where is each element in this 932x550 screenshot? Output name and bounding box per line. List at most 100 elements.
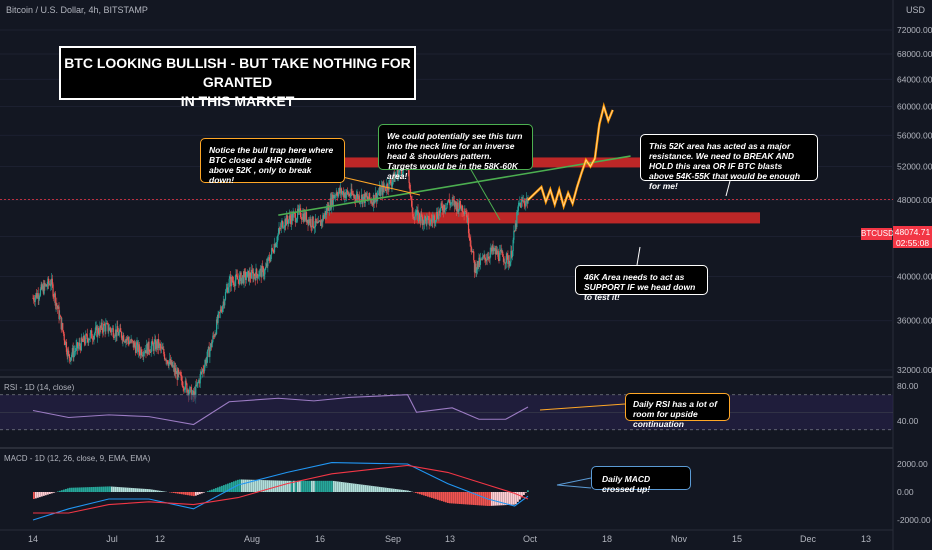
candle-body xyxy=(372,194,375,206)
candle-body xyxy=(306,219,308,223)
candle-body xyxy=(383,187,386,189)
note-support: 46K Area needs to act as SUPPORT IF we h… xyxy=(575,265,708,302)
candle-body xyxy=(339,188,341,194)
candle-body xyxy=(104,325,106,332)
candle-body xyxy=(464,211,467,213)
candle-body xyxy=(487,256,489,260)
candle-body xyxy=(511,250,513,258)
candle-body xyxy=(149,351,151,353)
candle-body xyxy=(377,194,379,196)
candle-body xyxy=(467,217,469,223)
candle-body xyxy=(411,200,413,208)
candle-body xyxy=(132,340,134,348)
macd-histogram-bar xyxy=(397,489,399,492)
macd-histogram-bar xyxy=(523,492,525,495)
macd-histogram-bar xyxy=(279,480,281,492)
candle-body xyxy=(285,215,288,226)
price-zones xyxy=(325,157,770,224)
candle-body xyxy=(250,277,252,279)
candle-body xyxy=(497,250,499,259)
macd-histogram-bar xyxy=(127,487,129,492)
candle-body xyxy=(401,169,403,174)
candle-body xyxy=(363,194,366,204)
macd-histogram-bar xyxy=(421,492,423,495)
macd-histogram-bar xyxy=(109,486,111,492)
candle-body xyxy=(451,199,453,203)
macd-histogram-bar xyxy=(309,480,311,492)
candle-body xyxy=(169,358,171,362)
candle-body xyxy=(108,327,111,331)
candle-body xyxy=(160,347,163,349)
macd-histogram-bar xyxy=(195,492,197,496)
macd-histogram-bar xyxy=(305,480,307,492)
macd-histogram-bar xyxy=(61,490,63,492)
candle-body xyxy=(328,204,330,211)
candle-body xyxy=(308,219,311,224)
candle-body xyxy=(210,343,212,350)
candle-body xyxy=(107,323,109,332)
time-tick-label: 14 xyxy=(28,534,38,544)
time-tick-label: 15 xyxy=(732,534,742,544)
candle-body xyxy=(262,267,265,277)
macd-histogram-bar xyxy=(247,479,249,492)
candle-body xyxy=(140,349,143,356)
candle-body xyxy=(438,210,441,214)
macd-histogram-bar xyxy=(215,488,217,492)
candle-body xyxy=(321,219,323,223)
candle-body xyxy=(273,252,275,253)
candle-body xyxy=(361,194,363,204)
candle-body xyxy=(218,312,220,314)
candle-body xyxy=(163,348,165,355)
candle-body xyxy=(395,175,398,177)
candle-body xyxy=(203,370,205,372)
macd-histogram-bar xyxy=(399,489,401,492)
time-tick-label: Dec xyxy=(800,534,817,544)
candle-body xyxy=(419,219,421,222)
candle-body xyxy=(480,258,482,260)
candle-body xyxy=(477,261,479,268)
macd-histogram-bar xyxy=(317,480,319,492)
candle-body xyxy=(248,272,250,282)
candle-body xyxy=(493,248,496,250)
candle-body xyxy=(422,220,424,225)
candle-body xyxy=(224,292,227,300)
candle-body xyxy=(344,193,346,199)
candle-body xyxy=(296,218,298,222)
candle-body xyxy=(269,260,271,262)
candle-body xyxy=(141,355,143,356)
candle-body xyxy=(323,214,325,219)
candle-body xyxy=(434,222,436,223)
candle-body xyxy=(186,390,189,393)
candle-body xyxy=(323,215,325,219)
candle-body xyxy=(370,199,372,203)
candle-body xyxy=(393,172,395,182)
macd-histogram-bar xyxy=(387,487,389,492)
candle-body xyxy=(410,197,412,201)
macd-histogram-bar xyxy=(493,492,495,506)
candle-body xyxy=(521,199,523,201)
candle-body xyxy=(256,268,258,275)
rsi-line xyxy=(32,394,529,426)
candle-body xyxy=(329,198,331,211)
candle-body xyxy=(105,323,107,332)
candle-body xyxy=(56,303,58,306)
macd-histogram-bar xyxy=(37,492,39,498)
candle-body xyxy=(447,199,450,202)
candle-body xyxy=(172,365,175,367)
macd-histogram-bar xyxy=(293,480,295,492)
macd-histogram-bar xyxy=(237,479,239,492)
candle-body xyxy=(242,275,244,284)
macd-histogram-bar xyxy=(39,492,41,498)
candle-body xyxy=(355,196,357,201)
macd-histogram-bar xyxy=(69,487,71,492)
time-tick-label: 16 xyxy=(315,534,325,544)
candle-body xyxy=(467,217,470,234)
candle-body xyxy=(474,263,476,273)
candle-body xyxy=(302,213,305,222)
candle-body xyxy=(138,344,140,352)
candle-body xyxy=(257,276,259,279)
macd-histogram-bar xyxy=(371,485,373,492)
candle-body xyxy=(482,256,485,258)
candle-body xyxy=(488,256,490,259)
candle-body xyxy=(446,203,448,208)
